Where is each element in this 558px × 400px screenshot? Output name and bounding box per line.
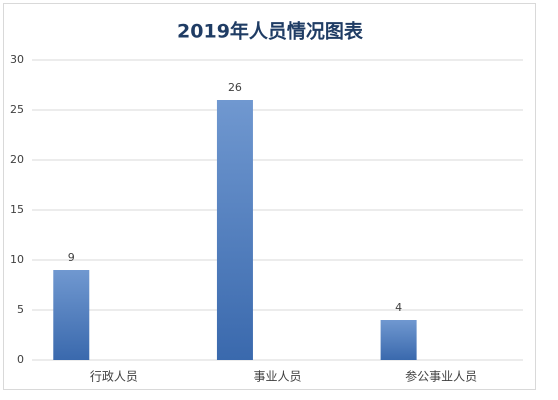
bar: [380, 320, 417, 360]
x-tick-label: 行政人员: [90, 370, 138, 384]
bar: [53, 270, 90, 360]
data-label: 26: [228, 81, 242, 94]
y-tick-label: 20: [10, 153, 24, 166]
y-tick-label: 10: [10, 253, 24, 266]
chart-title: 2019年人员情况图表: [177, 20, 364, 43]
y-tick-label: 25: [10, 103, 24, 116]
data-label: 4: [395, 301, 402, 314]
x-tick-label: 事业人员: [253, 370, 301, 384]
y-tick-label: 15: [10, 203, 24, 216]
y-tick-label: 30: [10, 53, 24, 66]
data-label: 9: [68, 251, 75, 264]
y-tick-label: 0: [17, 353, 24, 366]
bar: [216, 100, 253, 360]
x-tick-label: 参公事业人员: [405, 369, 477, 384]
chart-border: [3, 3, 536, 390]
y-tick-label: 5: [17, 303, 24, 316]
